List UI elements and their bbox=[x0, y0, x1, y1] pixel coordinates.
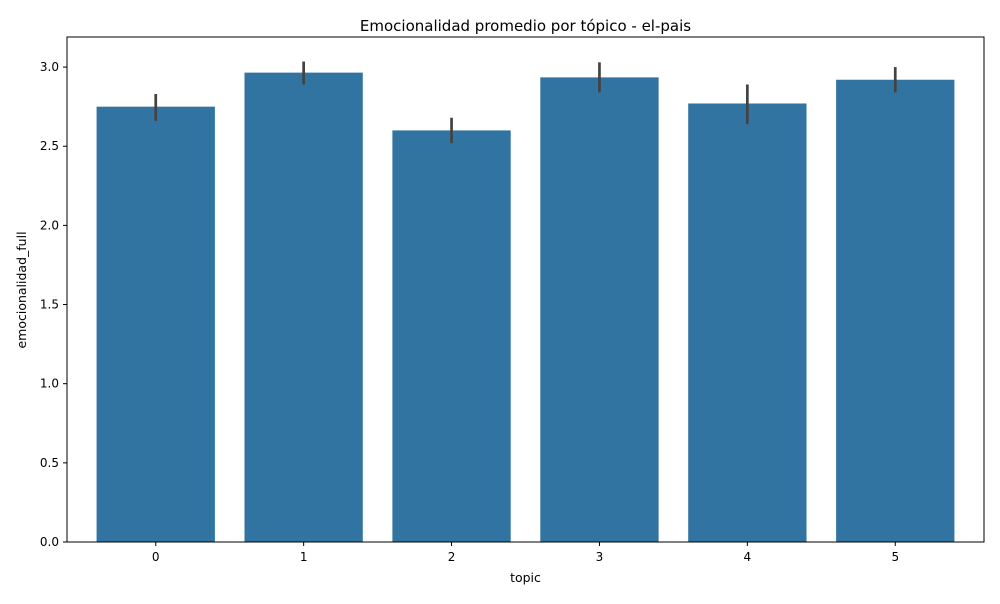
y-tick-label: 0.0 bbox=[40, 535, 59, 549]
bar-topic-3 bbox=[540, 77, 659, 543]
y-tick-label: 2.5 bbox=[40, 139, 59, 153]
plot-frame bbox=[66, 36, 985, 543]
bar-topic-2 bbox=[392, 130, 511, 542]
bar-topic-4 bbox=[688, 103, 807, 543]
x-tick-label: 0 bbox=[152, 550, 160, 564]
axes-layer: 0.0 0.5 1.0 1.5 2.0 2.5 3.0 0 1 2 3 4 5 bbox=[40, 36, 985, 564]
bar-topic-1 bbox=[244, 72, 363, 543]
bar-topic-5 bbox=[836, 79, 955, 543]
y-axis-title: emocionalidad_full bbox=[14, 231, 29, 348]
y-tick-label: 2.0 bbox=[40, 218, 59, 232]
bars-layer bbox=[96, 72, 955, 543]
x-tick-label: 2 bbox=[448, 550, 456, 564]
x-tick-label: 4 bbox=[744, 550, 752, 564]
x-axis-title: topic bbox=[510, 570, 541, 585]
x-tick-label: 1 bbox=[300, 550, 308, 564]
y-tick-label: 3.0 bbox=[40, 60, 59, 74]
y-tick-label: 0.5 bbox=[40, 456, 59, 470]
x-tick-label: 3 bbox=[596, 550, 604, 564]
error-bars-layer bbox=[154, 61, 897, 144]
bar-topic-0 bbox=[96, 106, 215, 542]
x-tick-label: 5 bbox=[891, 550, 899, 564]
y-tick-label: 1.0 bbox=[40, 377, 59, 391]
y-tick-label: 1.5 bbox=[40, 298, 59, 312]
chart-title: Emocionalidad promedio por tópico - el-p… bbox=[360, 17, 691, 35]
